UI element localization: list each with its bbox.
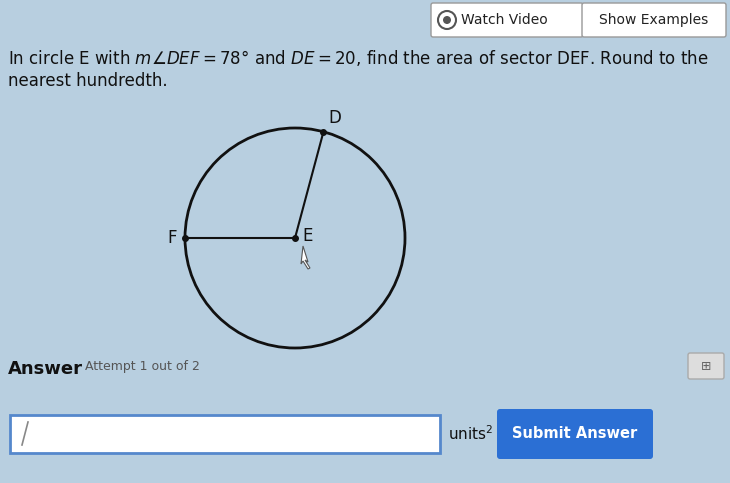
Circle shape [443, 16, 451, 24]
Text: In circle E with $m\angle DEF = 78°$ and $DE = 20$, find the area of sector DEF.: In circle E with $m\angle DEF = 78°$ and… [8, 48, 709, 68]
Text: Show Examples: Show Examples [599, 13, 709, 27]
Text: ⊞: ⊞ [701, 359, 711, 372]
Text: D: D [328, 109, 342, 127]
Text: units$^2$: units$^2$ [448, 425, 493, 443]
Polygon shape [301, 246, 310, 269]
Text: Attempt 1 out of 2: Attempt 1 out of 2 [85, 360, 200, 373]
FancyBboxPatch shape [582, 3, 726, 37]
Text: nearest hundredth.: nearest hundredth. [8, 72, 168, 90]
FancyBboxPatch shape [431, 3, 583, 37]
Text: Submit Answer: Submit Answer [512, 426, 637, 441]
Text: Watch Video: Watch Video [461, 13, 548, 27]
Text: Answer: Answer [8, 360, 83, 378]
FancyBboxPatch shape [688, 353, 724, 379]
Text: F: F [167, 229, 177, 247]
FancyBboxPatch shape [10, 415, 440, 453]
Text: E: E [302, 227, 312, 245]
FancyBboxPatch shape [497, 409, 653, 459]
